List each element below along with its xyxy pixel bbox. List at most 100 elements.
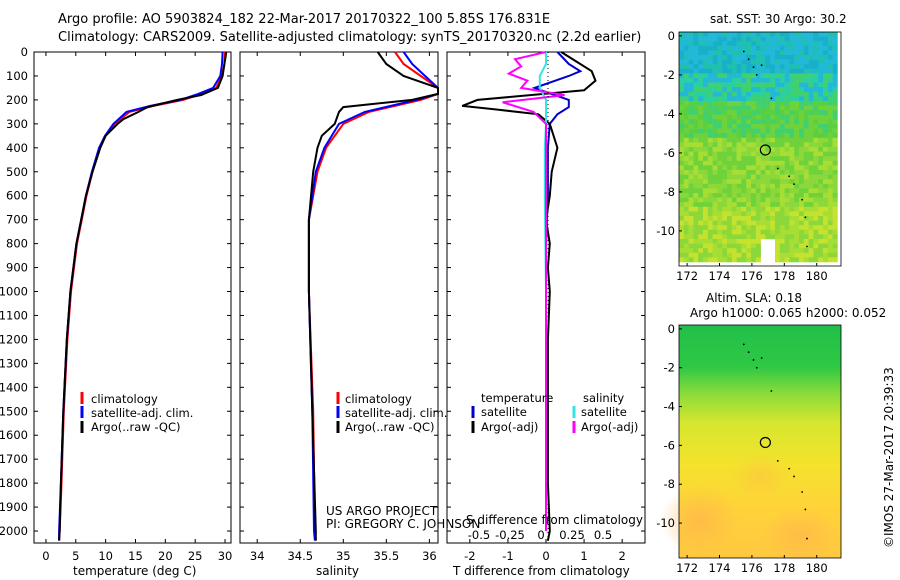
sst-cell — [722, 170, 728, 175]
temperature-axis-label: temperature (deg C) — [73, 564, 196, 578]
sst-cell — [779, 257, 785, 263]
sst-cell — [746, 151, 752, 157]
sst-map-frame — [678, 31, 842, 267]
sst-cell — [683, 133, 689, 139]
sst-cell — [803, 41, 809, 47]
sst-cell — [698, 96, 704, 102]
sst-cell — [703, 68, 709, 74]
sst-cell — [799, 243, 805, 249]
sst-cell — [683, 165, 689, 171]
sst-cell — [707, 87, 713, 93]
sst-cell — [784, 73, 790, 79]
map-y-tick-label: -4 — [664, 400, 675, 414]
sst-cell — [789, 220, 795, 226]
x-tick-label: 34 — [250, 549, 265, 563]
sst-cell — [755, 124, 761, 129]
sst-cell — [741, 32, 747, 37]
sst-cell — [698, 220, 704, 226]
sst-cell — [775, 248, 781, 254]
sst-cell — [703, 243, 709, 249]
sst-cell — [803, 216, 809, 221]
sst-cell — [688, 36, 694, 42]
sst-cell — [813, 105, 819, 111]
sst-cell — [827, 119, 833, 125]
sla-map-title-line1: Altim. SLA: 0.18 — [706, 291, 802, 305]
sst-cell — [712, 183, 718, 189]
sst-cell — [751, 183, 757, 189]
map-y-tick-label: -2 — [664, 361, 675, 375]
sst-cell — [688, 133, 694, 139]
sst-cell — [703, 45, 709, 51]
sst-cell — [775, 101, 781, 106]
sst-cell — [799, 170, 805, 175]
sst-cell — [799, 179, 805, 185]
sst-cell — [770, 133, 776, 139]
sst-cell — [818, 50, 824, 56]
sst-cell — [794, 156, 800, 162]
sst-cell — [679, 96, 685, 102]
sst-cell — [784, 147, 790, 152]
sst-cell — [832, 110, 838, 116]
sst-cell — [813, 133, 819, 139]
sst-cell — [722, 156, 728, 162]
sst-cell — [784, 119, 790, 125]
sst-cell — [712, 133, 718, 139]
sst-cell — [693, 82, 699, 88]
sst-map-axes: 172 174 176 178 1800-2-4-6-8-10 — [656, 29, 827, 283]
sst-cell — [693, 225, 699, 231]
sst-cell — [679, 50, 685, 56]
sst-cell — [813, 252, 819, 258]
sst-cell — [679, 243, 685, 249]
temperature-x-axis: 0 5 10 15 20 25 30 — [42, 52, 232, 563]
sst-cell — [818, 239, 824, 244]
sst-cell — [712, 229, 718, 235]
sst-cell — [813, 225, 819, 231]
x-tick-label: 34.5 — [287, 549, 313, 563]
x-tick-label: 36 — [422, 549, 437, 563]
sst-cell — [784, 133, 790, 139]
sst-cell — [703, 64, 709, 70]
sst-cell — [794, 87, 800, 93]
sst-cell — [683, 239, 689, 244]
sst-cell — [765, 142, 771, 148]
sst-cell — [808, 202, 814, 208]
sst-cell — [679, 128, 685, 134]
sst-cell — [722, 96, 728, 102]
sst-cell — [808, 87, 814, 93]
sst-cell — [712, 206, 718, 212]
sst-cell — [722, 78, 728, 83]
sst-cell — [683, 59, 689, 65]
sst-cell — [765, 220, 771, 226]
sst-cell — [693, 87, 699, 93]
sst-cell — [770, 202, 776, 208]
sst-cell — [775, 229, 781, 235]
sst-cell — [683, 229, 689, 235]
series-line-satellite-adj-clim- — [58, 51, 224, 541]
sst-cell — [688, 45, 694, 51]
sst-cell — [746, 73, 752, 79]
sst-cell — [703, 165, 709, 171]
sst-cell — [803, 160, 809, 166]
sst-cell — [703, 248, 709, 254]
sst-cell — [703, 225, 709, 231]
sst-cell — [679, 36, 685, 42]
sst-cell — [727, 225, 733, 231]
sst-cell — [703, 151, 709, 157]
sst-cell — [808, 124, 814, 129]
sst-cell — [808, 248, 814, 254]
sst-cell — [794, 64, 800, 70]
sst-cell — [698, 68, 704, 74]
sst-cell — [794, 119, 800, 125]
sst-cell — [712, 73, 718, 79]
sst-cell — [755, 151, 761, 157]
sst-cell — [741, 248, 747, 254]
sst-cell — [765, 78, 771, 83]
sst-cell — [779, 59, 785, 65]
sst-cell — [722, 101, 728, 106]
sst-cell — [818, 114, 824, 120]
sst-cell — [789, 211, 795, 217]
sst-cell — [683, 156, 689, 162]
sst-cell — [712, 156, 718, 162]
sst-cell — [803, 225, 809, 231]
sst-cell — [736, 45, 742, 51]
